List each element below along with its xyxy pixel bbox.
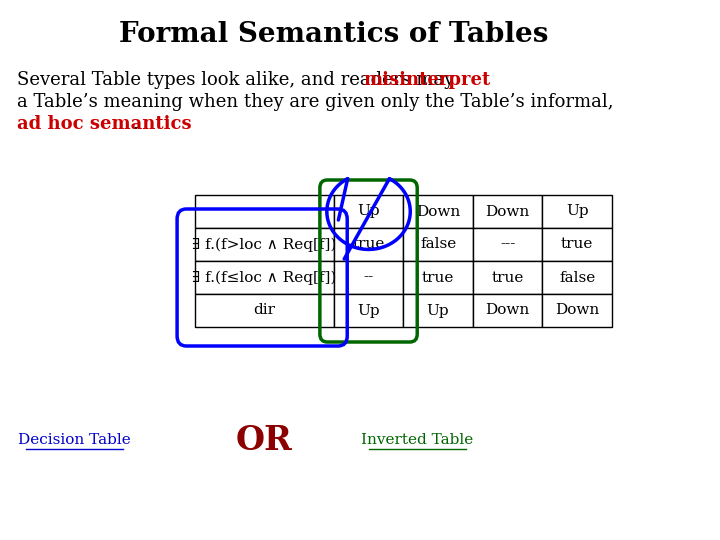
Bar xyxy=(473,294,542,327)
Text: Down: Down xyxy=(485,205,530,219)
Text: Up: Up xyxy=(427,303,449,318)
Text: true: true xyxy=(422,271,454,285)
Text: ---: --- xyxy=(500,238,516,252)
Text: true: true xyxy=(561,238,593,252)
Text: Several Table types look alike, and readers may: Several Table types look alike, and read… xyxy=(17,71,459,89)
Text: Formal Semantics of Tables: Formal Semantics of Tables xyxy=(119,22,549,49)
Bar xyxy=(334,294,403,327)
Bar xyxy=(542,228,612,261)
Text: misinterpret: misinterpret xyxy=(364,71,491,89)
Bar xyxy=(194,294,334,327)
Text: Down: Down xyxy=(485,303,530,318)
Text: ad hoc semantics: ad hoc semantics xyxy=(17,115,192,133)
Text: ∃ f.(f≤loc ∧ Req[f]): ∃ f.(f≤loc ∧ Req[f]) xyxy=(192,271,336,285)
Bar xyxy=(334,261,403,294)
Bar xyxy=(473,195,542,228)
Text: Down: Down xyxy=(555,303,599,318)
Text: false: false xyxy=(420,238,456,252)
Bar xyxy=(194,261,334,294)
Text: Up: Up xyxy=(357,205,380,219)
Bar xyxy=(194,228,334,261)
Bar xyxy=(542,195,612,228)
Bar xyxy=(403,228,473,261)
Text: Down: Down xyxy=(416,205,460,219)
Text: dir: dir xyxy=(253,303,275,318)
Text: true: true xyxy=(492,271,524,285)
Text: Decision Table: Decision Table xyxy=(18,433,130,447)
Text: Inverted Table: Inverted Table xyxy=(361,433,473,447)
Bar xyxy=(403,294,473,327)
Text: false: false xyxy=(559,271,595,285)
Bar xyxy=(403,261,473,294)
Text: OR: OR xyxy=(236,423,292,456)
Text: ∃ f.(f>loc ∧ Req[f]): ∃ f.(f>loc ∧ Req[f]) xyxy=(192,237,336,252)
Text: a Table’s meaning when they are given only the Table’s informal,: a Table’s meaning when they are given on… xyxy=(17,93,613,111)
Text: Up: Up xyxy=(566,205,588,219)
Bar xyxy=(542,294,612,327)
Bar xyxy=(403,195,473,228)
Text: true: true xyxy=(352,238,384,252)
Bar xyxy=(194,195,334,228)
Bar xyxy=(334,228,403,261)
Bar xyxy=(334,195,403,228)
Bar xyxy=(542,261,612,294)
Bar xyxy=(473,261,542,294)
Text: Up: Up xyxy=(357,303,380,318)
Text: --: -- xyxy=(364,271,374,285)
Text: .: . xyxy=(132,115,138,133)
Bar xyxy=(473,228,542,261)
